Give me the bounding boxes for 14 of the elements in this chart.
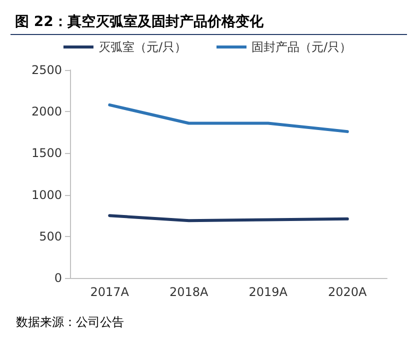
legend-label: 固封产品（元/只）	[252, 40, 352, 54]
legend-label: 灭弧室（元/只）	[98, 40, 187, 54]
source-note: 数据来源：公司公告	[16, 315, 124, 329]
y-tick-label: 2500	[31, 63, 62, 77]
y-tick-label: 0	[54, 271, 62, 285]
x-tick-label: 2018A	[170, 285, 210, 299]
y-tick-label: 1500	[31, 146, 62, 160]
x-tick-label: 2017A	[90, 285, 130, 299]
y-tick-label: 500	[39, 229, 62, 244]
y-tick-label: 1000	[31, 188, 62, 202]
y-tick-label: 2000	[31, 104, 62, 119]
chart-title: 图 22：真空灭弧室及固封产品价格变化	[15, 13, 264, 30]
x-tick-label: 2019A	[248, 285, 288, 299]
x-tick-label: 2020A	[328, 285, 368, 299]
